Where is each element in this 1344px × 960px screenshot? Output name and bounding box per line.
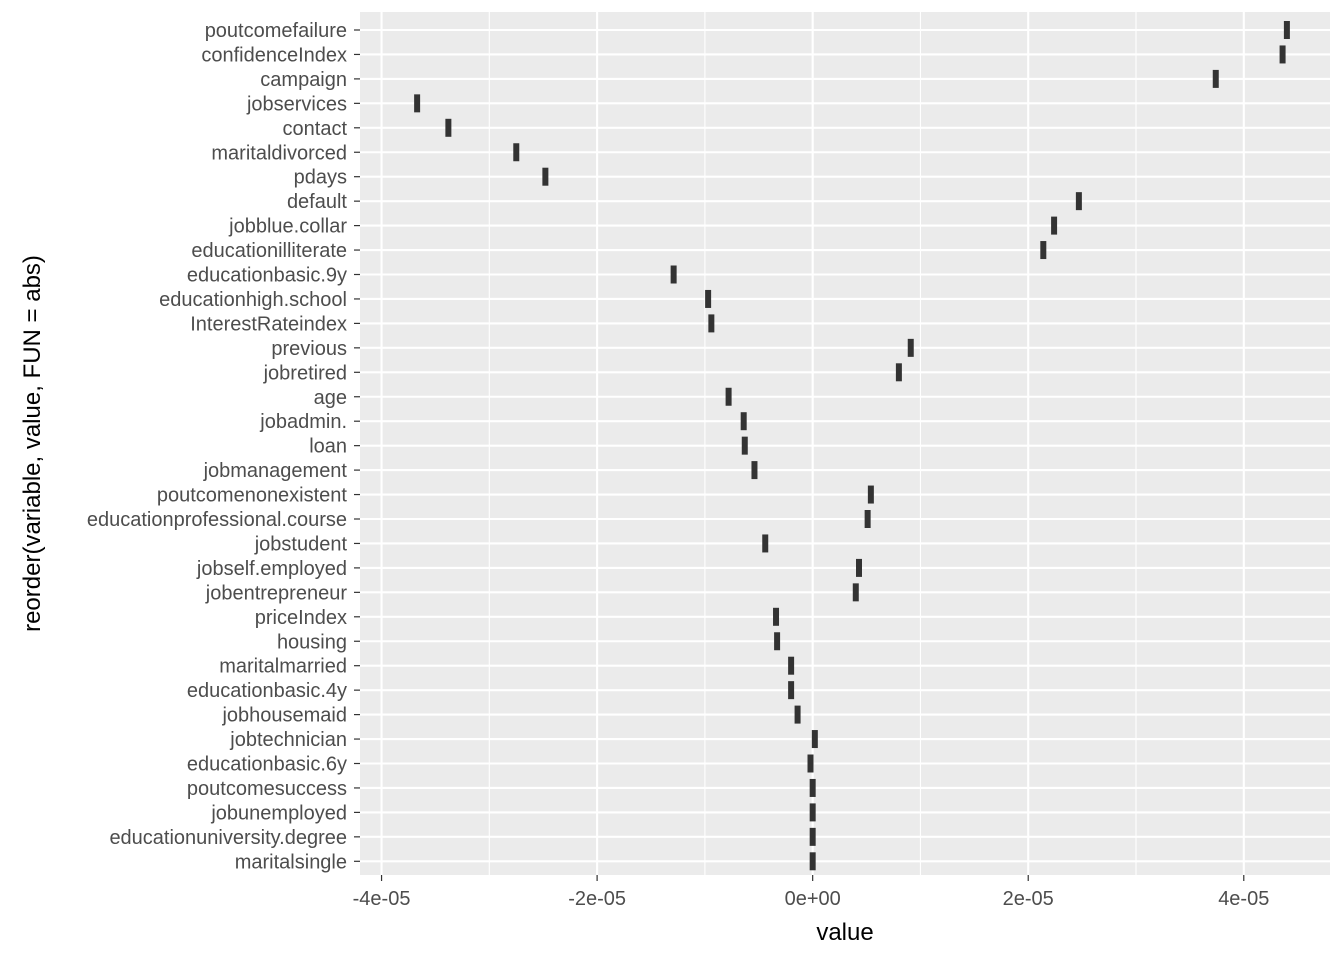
y-tick-label: priceIndex [255,607,347,629]
y-tick-label: educationbasic.4y [187,680,347,702]
y-tick-label: educationhigh.school [159,289,347,311]
y-axis-title: reorder(variable, value, FUN = abs) [19,255,46,632]
x-tick-label: 0e+00 [785,888,841,910]
y-axis: poutcomefailureconfidenceIndexcampaignjo… [87,20,360,873]
y-tick-label: jobservices [246,93,347,115]
y-tick-label: jobself.employed [196,558,347,580]
y-tick-label: educationprofessional.course [87,509,347,531]
y-tick-label: maritalmarried [219,656,347,678]
y-tick-label: educationuniversity.degree [109,827,347,849]
y-tick-label: poutcomenonexistent [157,485,348,507]
y-tick-label: maritaldivorced [211,142,347,164]
y-tick-label: campaign [260,69,347,91]
x-tick-label: 2e-05 [1003,888,1054,910]
y-tick-label: previous [271,338,347,360]
x-axis-title: value [816,919,873,946]
y-tick-label: maritalsingle [235,851,347,873]
y-tick-label: jobmanagement [203,460,348,482]
y-tick-label: poutcomefailure [205,20,347,42]
y-tick-label: poutcomesuccess [187,778,347,800]
y-tick-label: loan [309,436,347,458]
x-tick-label: 4e-05 [1218,888,1269,910]
data-marks [414,21,1290,871]
y-tick-label: jobblue.collar [228,216,347,238]
y-tick-label: default [287,191,347,213]
y-tick-label: educationbasic.6y [187,754,347,776]
grid-lines [360,12,1330,875]
y-tick-label: jobhousemaid [221,705,347,727]
y-tick-label: jobstudent [254,533,348,555]
y-tick-label: pdays [294,167,347,189]
plot-panel [360,12,1330,875]
y-tick-label: housing [277,631,347,653]
y-tick-label: educationilliterate [191,240,347,262]
y-tick-label: jobadmin. [259,411,347,433]
y-tick-label: contact [283,118,348,140]
y-tick-label: jobunemployed [210,802,347,824]
y-tick-label: confidenceIndex [201,44,347,66]
y-tick-label: jobtechnician [229,729,347,751]
x-axis: -4e-05 -2e-05 0e+00 2e-05 4e-05 [353,875,1269,910]
y-tick-label: age [314,387,347,409]
x-tick-label: -4e-05 [353,888,411,910]
y-tick-label: jobretired [263,362,347,384]
x-tick-label: -2e-05 [568,888,626,910]
y-tick-label: jobentrepreneur [205,582,348,604]
y-tick-label: InterestRateindex [190,313,347,335]
y-tick-label: educationbasic.9y [187,265,347,287]
